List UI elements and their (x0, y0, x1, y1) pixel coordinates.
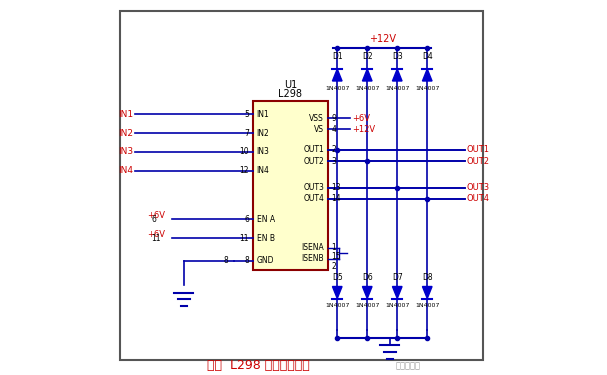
Text: D5: D5 (332, 273, 342, 282)
Text: 2: 2 (331, 262, 336, 271)
Polygon shape (422, 286, 432, 298)
Text: +6V: +6V (147, 230, 164, 239)
Text: IN3: IN3 (257, 147, 270, 156)
Text: IN4: IN4 (118, 166, 133, 175)
Text: OUT1: OUT1 (304, 146, 324, 154)
Text: OUT4: OUT4 (467, 194, 490, 203)
Text: 10: 10 (240, 147, 249, 156)
Polygon shape (362, 286, 372, 298)
Text: L298: L298 (279, 89, 302, 99)
Text: D3: D3 (392, 53, 402, 62)
Text: +6V: +6V (147, 211, 164, 220)
Text: 1: 1 (331, 243, 336, 252)
Text: 15: 15 (331, 252, 341, 261)
Text: IN2: IN2 (257, 129, 270, 138)
Text: D1: D1 (332, 53, 342, 62)
Polygon shape (333, 69, 342, 81)
Text: 9: 9 (331, 114, 336, 123)
Text: 8: 8 (224, 256, 228, 265)
Text: ISENB: ISENB (302, 254, 324, 263)
Text: 4: 4 (331, 125, 336, 134)
Text: 图七  L298 电机驱动电路: 图七 L298 电机驱动电路 (207, 359, 310, 372)
Text: IN3: IN3 (118, 147, 133, 156)
FancyBboxPatch shape (253, 101, 328, 270)
Text: 1N4007: 1N4007 (385, 303, 410, 308)
Text: 6: 6 (244, 215, 249, 224)
Text: VS: VS (314, 125, 324, 134)
Text: 1N4007: 1N4007 (325, 86, 350, 90)
Polygon shape (422, 69, 432, 81)
Text: U1: U1 (283, 80, 297, 90)
Text: IN2: IN2 (118, 129, 133, 138)
Text: ISENA: ISENA (301, 243, 324, 252)
Polygon shape (362, 69, 372, 81)
Text: 3: 3 (331, 157, 336, 166)
Text: OUT4: OUT4 (304, 194, 324, 203)
Polygon shape (393, 286, 402, 298)
Text: 12: 12 (240, 166, 249, 175)
Text: 5: 5 (244, 110, 249, 119)
Text: EN A: EN A (257, 215, 275, 224)
Text: D6: D6 (362, 273, 373, 282)
Text: OUT3: OUT3 (304, 183, 324, 192)
Text: 1N4007: 1N4007 (355, 303, 379, 308)
Text: OUT3: OUT3 (467, 183, 490, 192)
Text: 11: 11 (152, 234, 161, 243)
Text: 14: 14 (331, 194, 341, 203)
Text: OUT1: OUT1 (467, 146, 490, 154)
Text: D4: D4 (422, 53, 433, 62)
Text: 8: 8 (245, 256, 249, 265)
Polygon shape (393, 69, 402, 81)
Text: VSS: VSS (310, 114, 324, 123)
Text: D7: D7 (392, 273, 402, 282)
Text: 1N4007: 1N4007 (415, 303, 439, 308)
Text: GND: GND (257, 256, 274, 265)
Text: +12V: +12V (368, 34, 396, 44)
Text: 2: 2 (331, 146, 336, 154)
Text: 1N4007: 1N4007 (415, 86, 439, 90)
Text: D2: D2 (362, 53, 373, 62)
Text: 7: 7 (244, 129, 249, 138)
Text: OUT2: OUT2 (467, 157, 490, 166)
Text: 电子发烧友: 电子发烧友 (396, 361, 421, 370)
Text: IN1: IN1 (257, 110, 270, 119)
Text: +6V: +6V (352, 114, 370, 123)
Text: +12V: +12V (352, 125, 375, 134)
Text: 1N4007: 1N4007 (385, 86, 410, 90)
Text: 11: 11 (240, 234, 249, 243)
Text: 6: 6 (152, 215, 157, 224)
Polygon shape (333, 286, 342, 298)
Text: 1N4007: 1N4007 (325, 303, 350, 308)
Text: IN1: IN1 (118, 110, 133, 119)
Text: 1N4007: 1N4007 (355, 86, 379, 90)
Text: IN4: IN4 (257, 166, 270, 175)
Text: OUT2: OUT2 (304, 157, 324, 166)
Text: 13: 13 (331, 183, 341, 192)
Text: EN B: EN B (257, 234, 274, 243)
Text: D8: D8 (422, 273, 433, 282)
